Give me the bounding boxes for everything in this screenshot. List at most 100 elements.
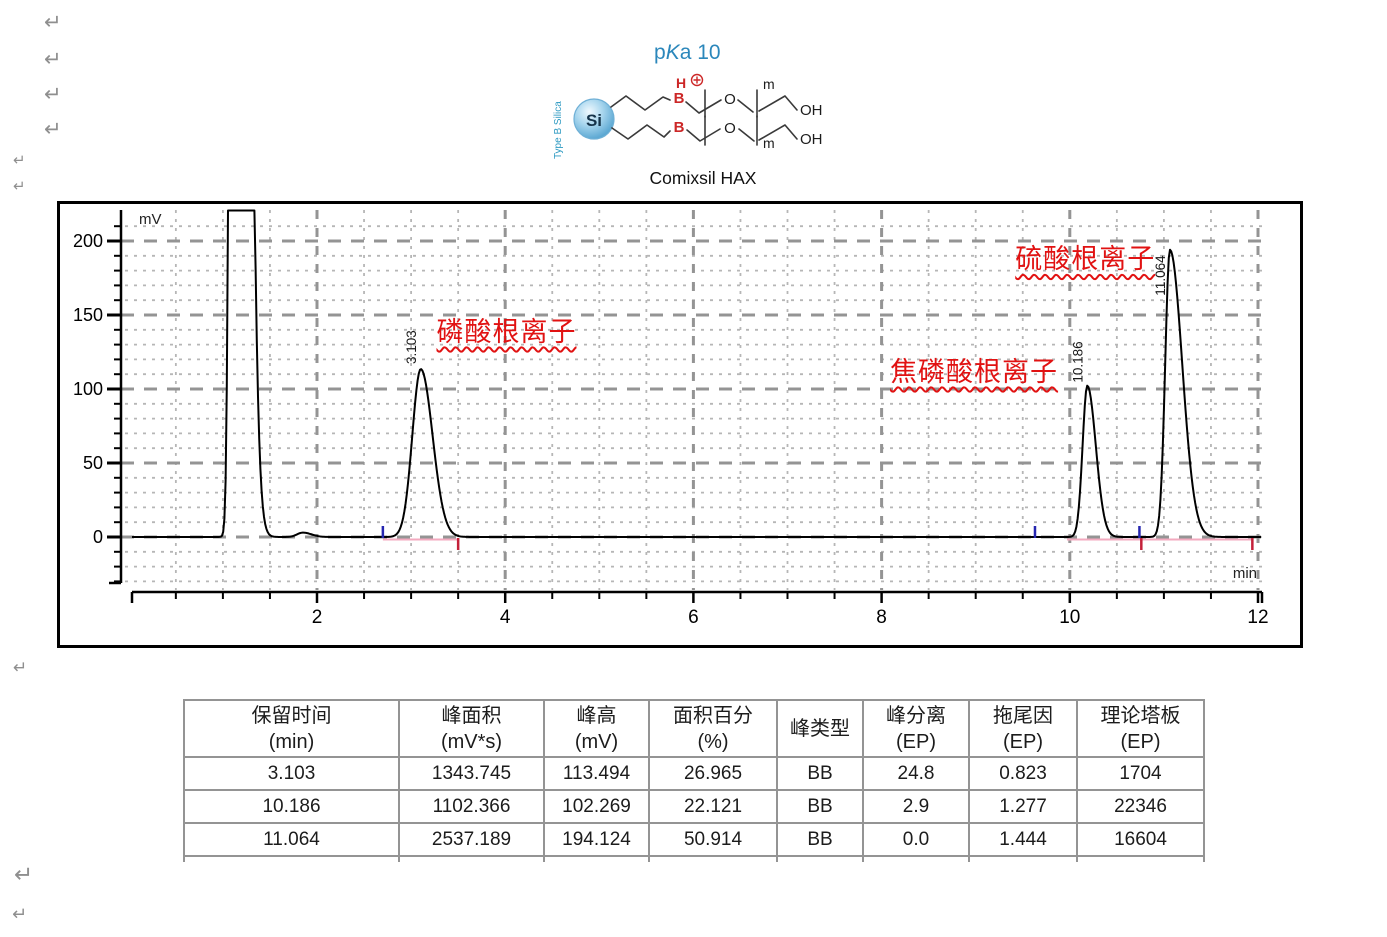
oxygen-upper-label: O: [724, 91, 736, 108]
h-charge-label: H: [676, 75, 686, 91]
table-header-cell: 峰面积 (mV*s): [398, 699, 545, 758]
x-tick-label: 8: [876, 607, 887, 628]
table-cell: BB: [776, 822, 864, 857]
paragraph-return-icon: ↵: [44, 82, 62, 106]
table-cell: [1076, 855, 1205, 862]
table-header-cell: 理论塔板 (EP): [1076, 699, 1205, 758]
table-header-cell: 峰分离 (EP): [862, 699, 970, 758]
table-body: 3.103 1343.745 113.494 26.965 BB 24.8 0.823 170…: [183, 756, 1205, 862]
table-cell: 26.965: [648, 756, 778, 791]
table-cell: BB: [776, 789, 864, 824]
y-tick-label: 100: [73, 379, 103, 399]
y-tick-label: 200: [73, 231, 103, 251]
silica-sphere-icon: [573, 98, 615, 140]
table-row: 10.186 1102.366 102.269 22.121 BB 2.9 1.277 223…: [183, 789, 1205, 824]
table-cell: 1102.366: [398, 789, 545, 824]
bond-lines: [610, 89, 798, 146]
table-cell: [862, 855, 970, 862]
table-header-cell: 峰高 (mV): [543, 699, 650, 758]
table-cell: 2.9: [862, 789, 970, 824]
signal-curve: [132, 209, 1262, 538]
x-tick-label: 6: [688, 607, 699, 628]
table-cell: BB: [776, 756, 864, 791]
gridlines-major: [121, 210, 1263, 590]
table-row: 11.064 2537.189 194.124 50.914 BB 0.0 1.444 166…: [183, 822, 1205, 857]
table-cell: [648, 855, 778, 862]
paragraph-return-icon: ↵: [14, 862, 34, 888]
chromatogram-chart: 0 50 100 150 200 2 4 6 8 10 12 mV min 3.103 10.186 11.0…: [57, 201, 1303, 648]
table-cell: 102.269: [543, 789, 650, 824]
ion-annotation: 磷酸根离子: [436, 316, 577, 347]
paragraph-return-icon: ↵: [44, 117, 62, 141]
table-cell: [968, 855, 1078, 862]
m-upper-label: m: [763, 76, 775, 92]
y-tick-label: 0: [93, 527, 103, 547]
chemical-structure-figure: pKa 10 Type B Silica Si H B B O O m: [553, 41, 823, 188]
structure-caption: Comixsil HAX: [650, 168, 757, 188]
y-tick-label: 50: [83, 453, 103, 473]
peak-results-table: 保留时间 (min) 峰面积 (mV*s) 峰高 (mV) 面积百分 (%) 峰类型 峰分离 (EP…: [183, 699, 1205, 862]
plus-charge-icon: [690, 73, 704, 87]
ion-annotation: 焦磷酸根离子: [890, 356, 1059, 387]
axes: [107, 210, 1264, 603]
peak-rt-label: 3.103: [404, 330, 419, 364]
axis-labels: 0 50 100 150 200 2 4 6 8 10 12 mV min: [73, 211, 1269, 628]
table-row: 3.103 1343.745 113.494 26.965 BB 24.8 0.823 170…: [183, 756, 1205, 791]
peak-rt-labels: 3.103 10.186 11.064: [404, 255, 1168, 383]
table-cell: [398, 855, 545, 862]
table-cell: 1704: [1076, 756, 1205, 791]
table-cell: 194.124: [543, 822, 650, 857]
table-cell: 1343.745: [398, 756, 545, 791]
table-cell: 113.494: [543, 756, 650, 791]
boron-upper-label: B: [674, 90, 685, 107]
x-tick-label: 10: [1059, 607, 1080, 628]
paragraph-return-icon: ↵: [13, 177, 26, 195]
table-header-cell: 保留时间 (min): [183, 699, 400, 758]
table-cell: 10.186: [183, 789, 400, 824]
table-cell: [543, 855, 650, 862]
x-axis-title: min: [1233, 565, 1257, 582]
x-tick-label: 12: [1247, 607, 1268, 628]
table-header: 保留时间 (min) 峰面积 (mV*s) 峰高 (mV) 面积百分 (%) 峰类型 峰分离 (EP…: [183, 699, 1205, 758]
table-header-cell: 峰类型: [776, 699, 864, 758]
table-header-cell: 拖尾因 (EP): [968, 699, 1078, 758]
table-cell: [183, 855, 400, 862]
table-cell: 16604: [1076, 822, 1205, 857]
y-tick-label: 150: [73, 305, 103, 325]
type-b-silica-label: Type B Silica: [553, 101, 564, 159]
table-cell: 3.103: [183, 756, 400, 791]
table-cell: 0.823: [968, 756, 1078, 791]
table-header-cell: 面积百分 (%): [648, 699, 778, 758]
table-cell: 0.0: [862, 822, 970, 857]
peak-rt-label: 11.064: [1153, 255, 1168, 296]
table-cell: [776, 855, 864, 862]
paragraph-return-icon: ↵: [12, 904, 28, 925]
table-cell: 1.277: [968, 789, 1078, 824]
oh-upper-label: OH: [800, 102, 823, 119]
oh-lower-label: OH: [800, 131, 823, 148]
table-cell: 22346: [1076, 789, 1205, 824]
table-cell: 1.444: [968, 822, 1078, 857]
x-tick-label: 4: [500, 607, 511, 628]
x-tick-label: 2: [312, 607, 323, 628]
table-cell: 2537.189: [398, 822, 545, 857]
table-cell: 50.914: [648, 822, 778, 857]
y-axis-title: mV: [139, 211, 162, 228]
si-label: Si: [586, 111, 602, 130]
paragraph-return-icon: ↵: [44, 10, 62, 34]
paragraph-return-icon: ↵: [44, 47, 62, 71]
ion-annotation: 硫酸根离子: [1015, 244, 1156, 275]
table-cell: 22.121: [648, 789, 778, 824]
table-cell: 11.064: [183, 822, 400, 857]
boron-lower-label: B: [674, 119, 685, 136]
paragraph-return-icon: ↵: [13, 658, 28, 678]
integration-marks: [381, 526, 1254, 550]
pka-label: pKa 10: [654, 41, 721, 64]
chromatogram-plot: 0 50 100 150 200 2 4 6 8 10 12 mV min 3.103 10.186 11.0…: [73, 209, 1269, 628]
oxygen-lower-label: O: [724, 120, 736, 137]
gridlines-minor: [125, 210, 1263, 590]
table-cell: 24.8: [862, 756, 970, 791]
paragraph-return-icon: ↵: [13, 151, 26, 169]
table-row-cutoff: [183, 855, 1205, 862]
